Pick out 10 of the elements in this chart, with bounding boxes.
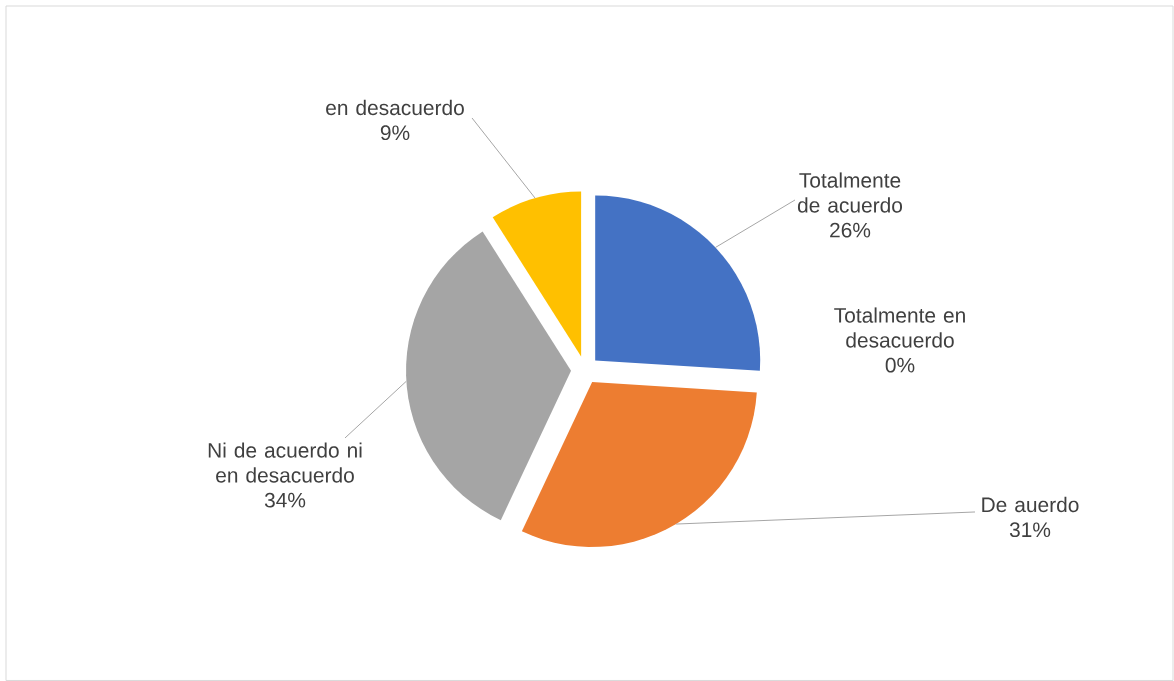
slice-label: en desacuerdo bbox=[326, 99, 464, 116]
slice-label: De auerdo bbox=[982, 496, 1079, 513]
category-label: Totalmente en desacuerdo bbox=[834, 307, 965, 348]
data-label: 9% bbox=[380, 125, 410, 141]
slice-label: Ni de acuerdo ni en desacuerdo bbox=[208, 442, 362, 483]
data-label: 26% bbox=[830, 222, 871, 238]
data-label: 31% bbox=[1009, 522, 1051, 538]
data-label: 34% bbox=[264, 492, 306, 508]
slice-label: Totalmente de acuerdo bbox=[797, 172, 903, 213]
text: 0% bbox=[885, 357, 915, 373]
